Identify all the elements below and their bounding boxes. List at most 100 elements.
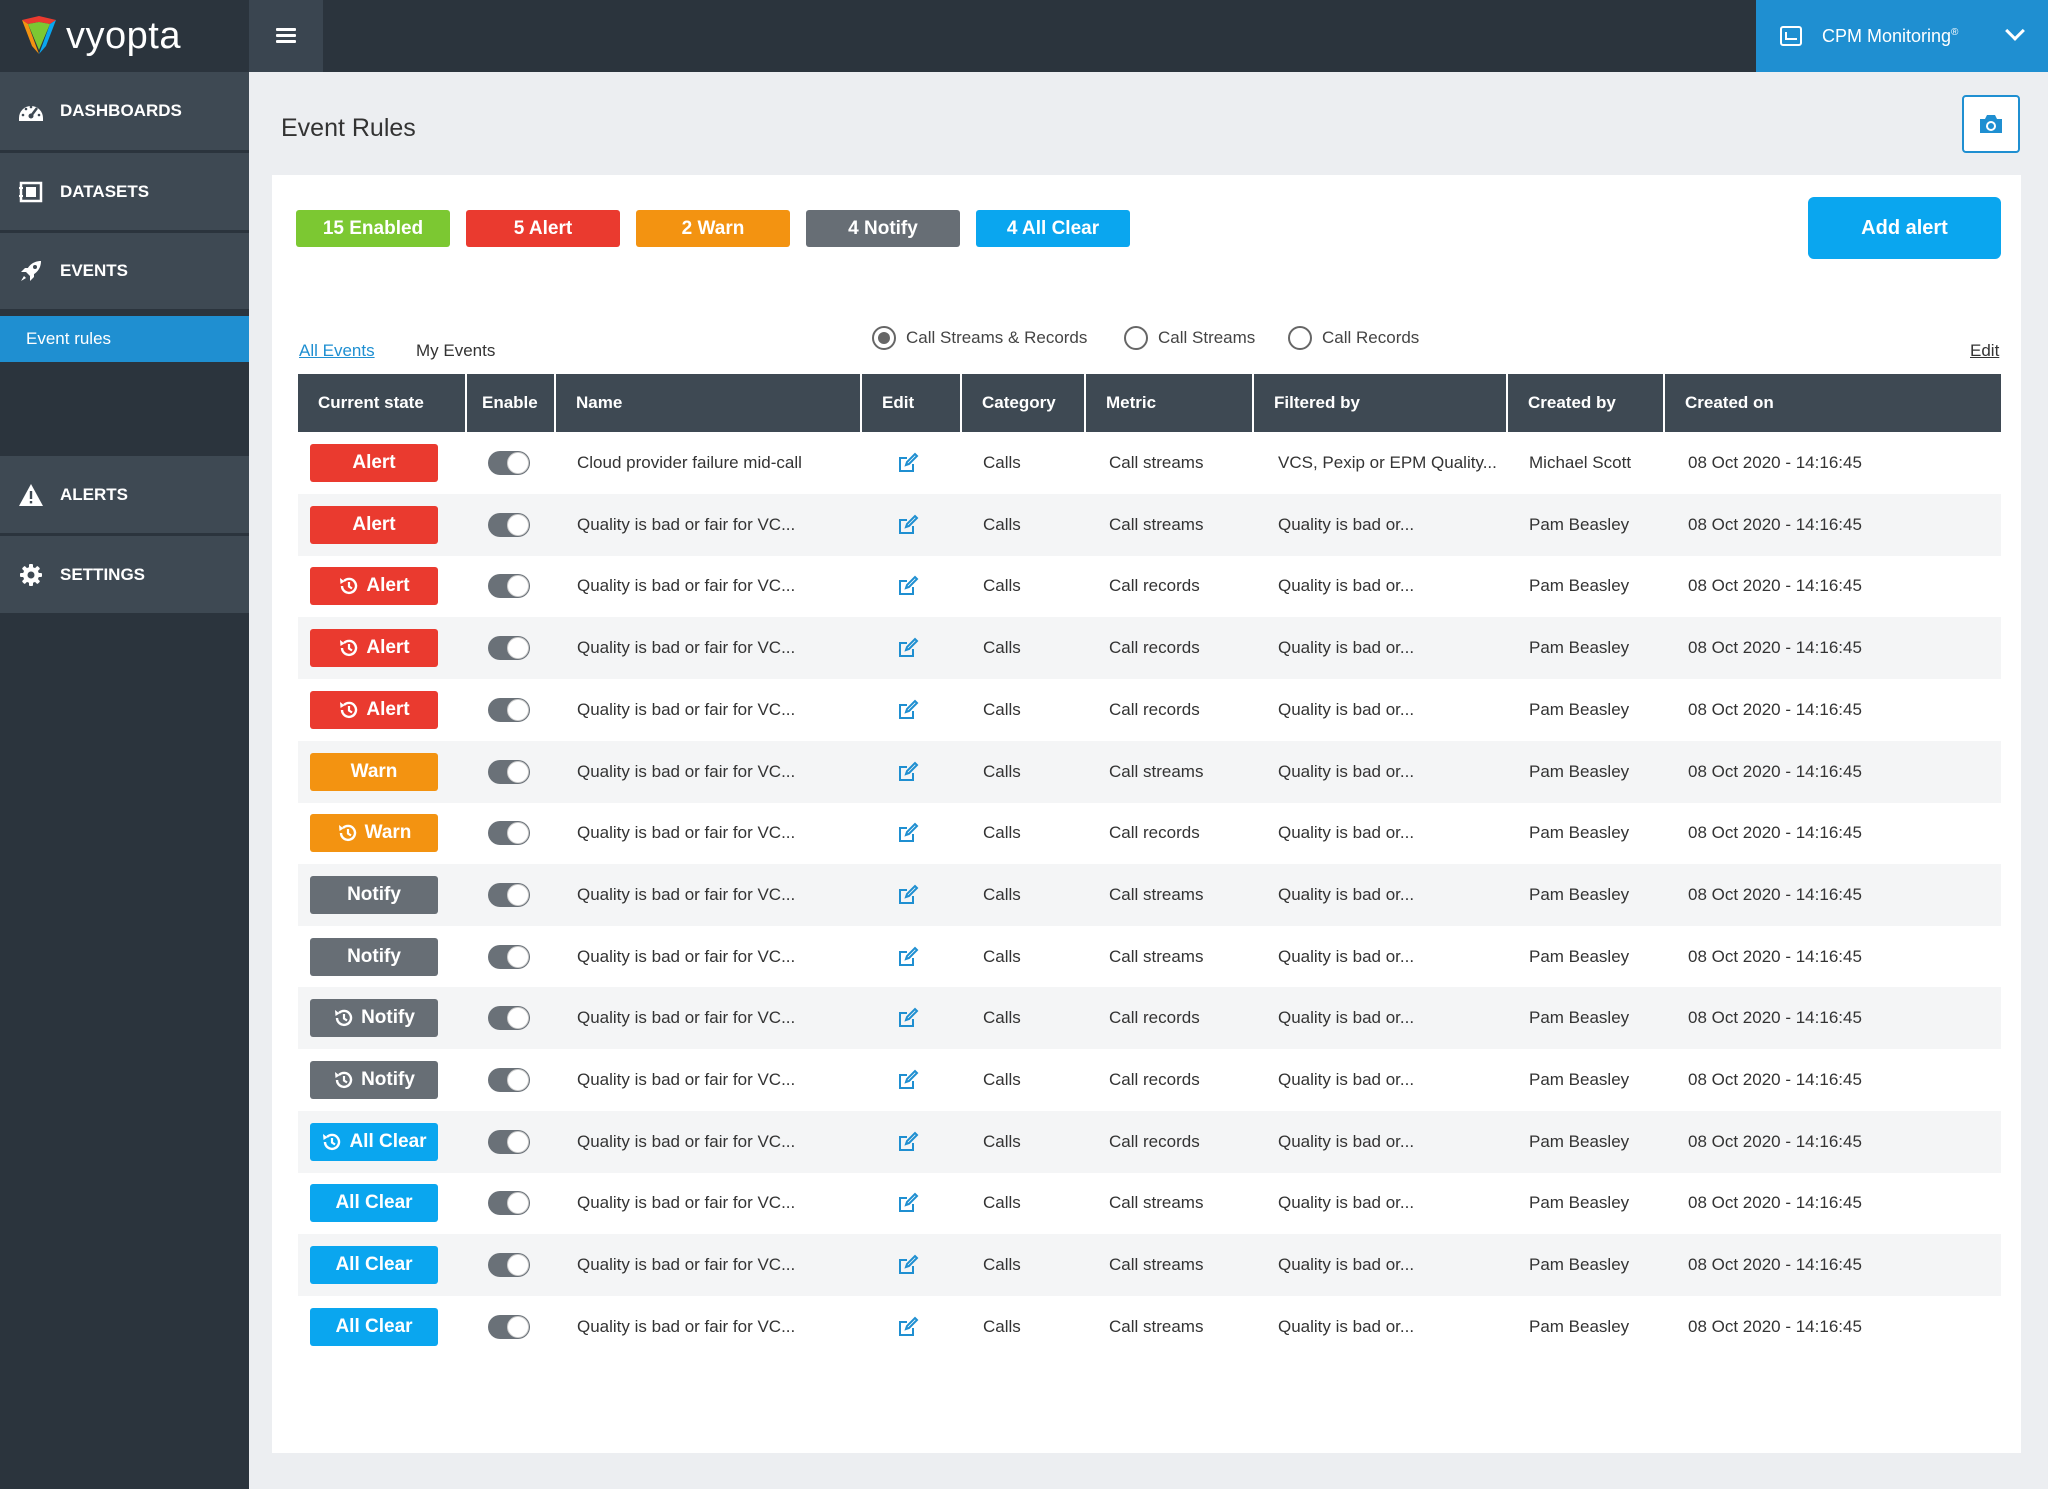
edit-columns-link[interactable]: Edit xyxy=(1970,341,2000,360)
rule-created-on: 08 Oct 2020 - 14:16:45 xyxy=(1688,638,1862,657)
enable-toggle[interactable] xyxy=(488,760,530,784)
rule-metric: Call records xyxy=(1109,1008,1200,1027)
enable-toggle[interactable] xyxy=(488,1130,530,1154)
enable-toggle[interactable] xyxy=(488,513,530,537)
sidebar-item-dashboards[interactable]: DASHBOARDS xyxy=(0,72,249,150)
state-button[interactable]: Notify xyxy=(310,1061,438,1099)
state-button[interactable]: Notify xyxy=(310,999,438,1037)
enable-toggle[interactable] xyxy=(488,451,530,475)
history-icon xyxy=(340,701,358,719)
edit-icon[interactable] xyxy=(897,1192,919,1214)
edit-icon[interactable] xyxy=(897,1316,919,1338)
enable-toggle[interactable] xyxy=(488,883,530,907)
enable-toggle[interactable] xyxy=(488,821,530,845)
sidebar-item-events[interactable]: EVENTS xyxy=(0,233,249,309)
rule-name: Quality is bad or fair for VC... xyxy=(577,1317,796,1336)
enable-toggle[interactable] xyxy=(488,945,530,969)
sidebar-item-datasets[interactable]: DATASETS xyxy=(0,153,249,230)
radio-call-streams[interactable]: Call Streams xyxy=(1124,326,1255,350)
edit-icon[interactable] xyxy=(897,761,919,783)
enable-toggle[interactable] xyxy=(488,636,530,660)
state-button[interactable]: Warn xyxy=(310,753,438,791)
filter-badge-all-clear[interactable]: 4 All Clear xyxy=(976,210,1130,247)
state-button[interactable]: All Clear xyxy=(310,1308,438,1346)
table-header: Current state Enable Name Edit Category … xyxy=(298,374,2001,432)
state-button[interactable]: Alert xyxy=(310,444,438,482)
edit-icon[interactable] xyxy=(897,1069,919,1091)
enable-toggle[interactable] xyxy=(488,574,530,598)
rule-created-by: Pam Beasley xyxy=(1529,885,1630,904)
rule-created-on: 08 Oct 2020 - 14:16:45 xyxy=(1688,947,1862,966)
filter-badge-notify[interactable]: 4 Notify xyxy=(806,210,960,247)
edit-icon[interactable] xyxy=(897,514,919,536)
radio-call-streams-records[interactable]: Call Streams & Records xyxy=(872,326,1087,350)
brand[interactable]: vyopta xyxy=(0,0,249,72)
screenshot-button[interactable] xyxy=(1962,95,2020,153)
sidebar-item-alerts[interactable]: ALERTS xyxy=(0,456,249,533)
rule-category: Calls xyxy=(983,885,1021,904)
state-button[interactable]: Warn xyxy=(310,814,438,852)
rule-category: Calls xyxy=(983,823,1021,842)
rule-created-by: Michael Scott xyxy=(1529,453,1632,472)
edit-icon[interactable] xyxy=(897,575,919,597)
column-header-name[interactable]: Name xyxy=(554,374,860,432)
edit-icon[interactable] xyxy=(897,637,919,659)
filter-badge-enabled[interactable]: 15 Enabled xyxy=(296,210,450,247)
state-button[interactable]: Alert xyxy=(310,691,438,729)
enable-toggle[interactable] xyxy=(488,1191,530,1215)
rule-filtered-by: Quality is bad or... xyxy=(1278,576,1415,595)
enable-toggle[interactable] xyxy=(488,698,530,722)
sidebar-subitem-event-rules[interactable]: Event rules xyxy=(0,316,249,362)
column-header-edit[interactable]: Edit xyxy=(860,374,960,432)
rule-category: Calls xyxy=(983,700,1021,719)
state-button[interactable]: Alert xyxy=(310,567,438,605)
table-row: Alert Quality is bad or fair for VC... Cal… xyxy=(298,617,2001,679)
product-switcher[interactable]: CPM Monitoring® xyxy=(1756,0,2048,72)
state-label: All Clear xyxy=(349,1131,427,1152)
edit-icon[interactable] xyxy=(897,452,919,474)
state-button[interactable]: Alert xyxy=(310,629,438,667)
edit-icon[interactable] xyxy=(897,699,919,721)
column-header-created-by[interactable]: Created by xyxy=(1506,374,1663,432)
column-header-metric[interactable]: Metric xyxy=(1084,374,1252,432)
rule-created-on: 08 Oct 2020 - 14:16:45 xyxy=(1688,823,1862,842)
state-button[interactable]: All Clear xyxy=(310,1123,438,1161)
state-button[interactable]: Notify xyxy=(310,938,438,976)
enable-toggle[interactable] xyxy=(488,1315,530,1339)
state-button[interactable]: Alert xyxy=(310,506,438,544)
menu-toggle-button[interactable] xyxy=(249,0,323,72)
sidebar-item-settings[interactable]: SETTINGS xyxy=(0,536,249,613)
state-button[interactable]: All Clear xyxy=(310,1246,438,1284)
enable-toggle[interactable] xyxy=(488,1253,530,1277)
rule-created-by: Pam Beasley xyxy=(1529,1008,1630,1027)
filter-badge-alert[interactable]: 5 Alert xyxy=(466,210,620,247)
filter-badge-warn[interactable]: 2 Warn xyxy=(636,210,790,247)
column-header-created-on[interactable]: Created on xyxy=(1663,374,2001,432)
column-header-current-state[interactable]: Current state xyxy=(318,393,424,412)
edit-icon[interactable] xyxy=(897,1007,919,1029)
radio-call-records[interactable]: Call Records xyxy=(1288,326,1419,350)
toggle-knob xyxy=(507,822,529,844)
state-button[interactable]: Notify xyxy=(310,876,438,914)
rule-created-by: Pam Beasley xyxy=(1529,947,1630,966)
column-header-filtered-by[interactable]: Filtered by xyxy=(1252,374,1506,432)
add-alert-button[interactable]: Add alert xyxy=(1808,197,2001,259)
column-header-enable[interactable]: Enable xyxy=(465,374,554,432)
edit-icon[interactable] xyxy=(897,884,919,906)
edit-icon[interactable] xyxy=(897,1254,919,1276)
tab-my-events[interactable]: My Events xyxy=(416,341,496,360)
rule-category: Calls xyxy=(983,1070,1021,1089)
edit-icon[interactable] xyxy=(897,946,919,968)
rule-metric: Call streams xyxy=(1109,515,1204,534)
state-button[interactable]: All Clear xyxy=(310,1184,438,1222)
enable-toggle[interactable] xyxy=(488,1068,530,1092)
enable-toggle[interactable] xyxy=(488,1006,530,1030)
edit-icon[interactable] xyxy=(897,822,919,844)
state-label: All Clear xyxy=(335,1192,413,1213)
product-label: CPM Monitoring xyxy=(1822,25,1952,46)
column-header-category[interactable]: Category xyxy=(960,374,1084,432)
rule-filtered-by: Quality is bad or... xyxy=(1278,1255,1415,1274)
edit-icon[interactable] xyxy=(897,1131,919,1153)
rule-created-by: Pam Beasley xyxy=(1529,1255,1630,1274)
tab-all-events[interactable]: All Events xyxy=(299,341,375,360)
